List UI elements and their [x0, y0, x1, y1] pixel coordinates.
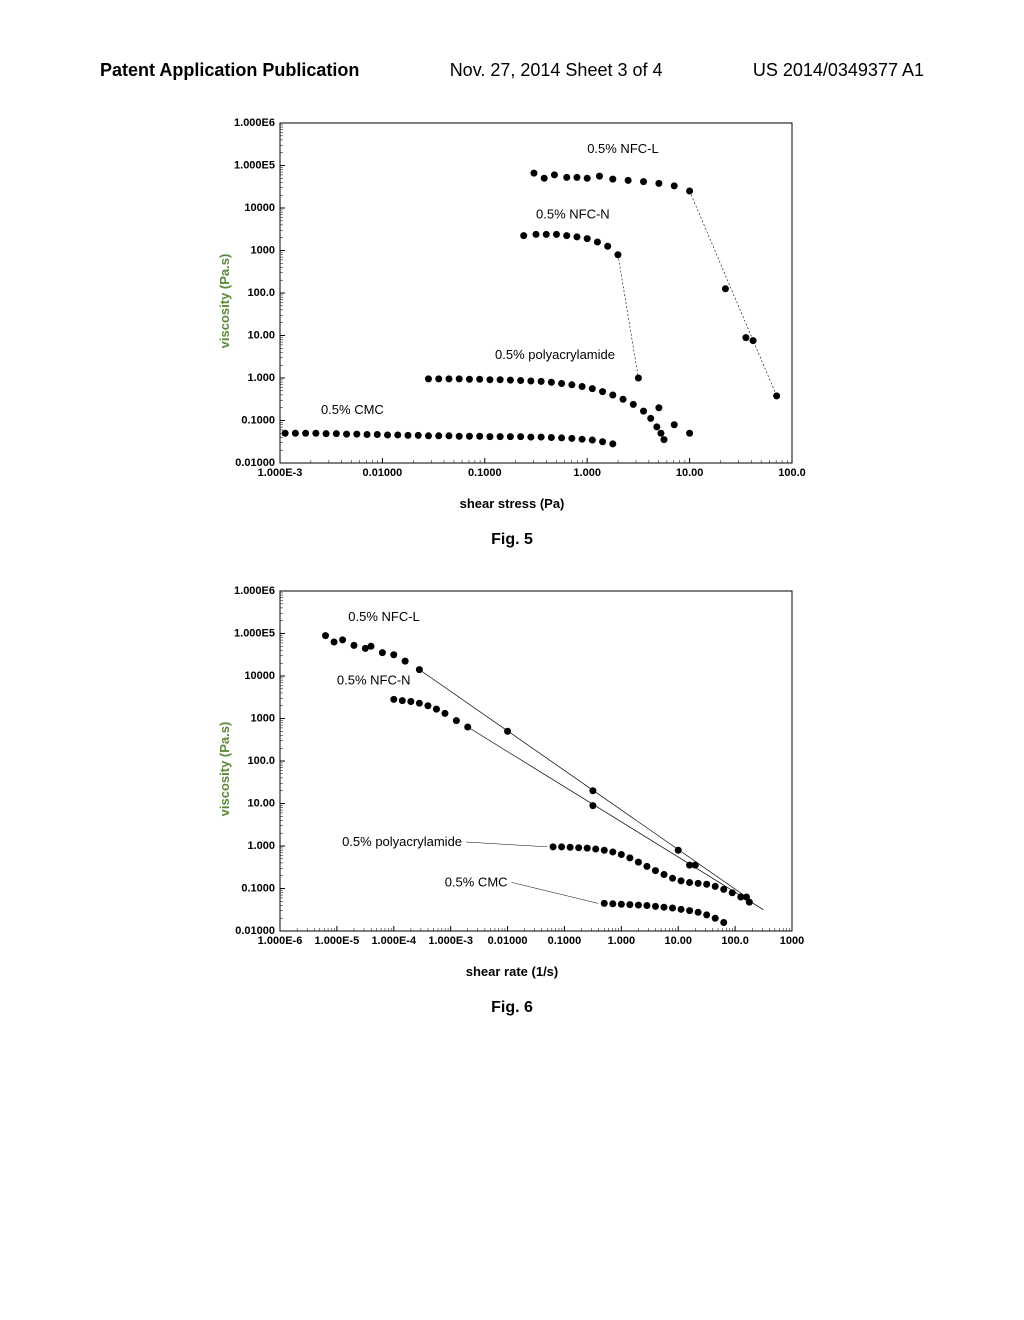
svg-text:100.0: 100.0 [778, 467, 806, 479]
svg-text:1.000E-6: 1.000E-6 [258, 935, 303, 947]
svg-text:10000: 10000 [244, 202, 275, 214]
svg-text:0.1000: 0.1000 [241, 883, 275, 895]
header-left: Patent Application Publication [100, 60, 359, 81]
fig5-xlabel: shear stress (Pa) [0, 496, 1024, 511]
svg-text:1.000E6: 1.000E6 [234, 117, 275, 129]
svg-text:1000: 1000 [251, 245, 275, 257]
svg-text:0.01000: 0.01000 [488, 935, 528, 947]
svg-text:0.5% NFC-L: 0.5% NFC-L [587, 141, 659, 156]
svg-text:0.5% NFC-N: 0.5% NFC-N [536, 207, 610, 222]
chart-fig6: viscosity (Pa.s) 0.01000 0.1000 1.000 10.00… [212, 579, 812, 959]
page-header: Patent Application Publication Nov. 27, … [0, 0, 1024, 81]
fig5-svg: 0.01000 0.1000 1.000 10.00 100.0 1000 10000 1.0… [212, 111, 812, 491]
svg-text:0.5% NFC-N: 0.5% NFC-N [337, 673, 411, 688]
header-right: US 2014/0349377 A1 [753, 60, 924, 81]
header-center: Nov. 27, 2014 Sheet 3 of 4 [450, 60, 663, 81]
svg-text:10.00: 10.00 [676, 467, 704, 479]
svg-text:1.000: 1.000 [608, 935, 636, 947]
fig6-caption: Fig. 6 [0, 999, 1024, 1017]
svg-text:1.000: 1.000 [247, 372, 275, 384]
svg-text:0.1000: 0.1000 [241, 415, 275, 427]
svg-text:10.00: 10.00 [247, 798, 275, 810]
svg-text:1.000: 1.000 [247, 840, 275, 852]
svg-text:100.0: 100.0 [247, 755, 275, 767]
fig5-caption: Fig. 5 [0, 531, 1024, 549]
chart-fig5: viscosity (Pa.s) 0.01000 0.1000 1.000 10.00… [212, 111, 812, 491]
svg-text:1000: 1000 [251, 713, 275, 725]
svg-text:1.000E-4: 1.000E-4 [371, 935, 417, 947]
svg-text:10.00: 10.00 [664, 935, 692, 947]
svg-text:0.5% polyacrylamide: 0.5% polyacrylamide [495, 347, 615, 362]
svg-text:0.01000: 0.01000 [363, 467, 403, 479]
svg-text:0.5% NFC-L: 0.5% NFC-L [348, 609, 420, 624]
svg-text:1000: 1000 [780, 935, 804, 947]
fig6-xlabel: shear rate (1/s) [0, 964, 1024, 979]
svg-text:1.000E-5: 1.000E-5 [315, 935, 360, 947]
svg-text:0.5% CMC: 0.5% CMC [445, 874, 508, 889]
svg-text:0.1000: 0.1000 [468, 467, 502, 479]
svg-text:10000: 10000 [244, 670, 275, 682]
svg-text:10.00: 10.00 [247, 330, 275, 342]
svg-text:0.5% CMC: 0.5% CMC [321, 402, 384, 417]
svg-text:1.000E-3: 1.000E-3 [258, 467, 303, 479]
svg-text:1.000E5: 1.000E5 [234, 160, 275, 172]
fig6-svg: 0.01000 0.1000 1.000 10.00 100.0 1000 10000 1.0… [212, 579, 812, 959]
fig5-ylabel: viscosity (Pa.s) [217, 254, 232, 349]
svg-text:0.5% polyacrylamide: 0.5% polyacrylamide [342, 834, 462, 849]
svg-text:1.000: 1.000 [573, 467, 601, 479]
svg-text:1.000E6: 1.000E6 [234, 585, 275, 597]
svg-text:1.000E5: 1.000E5 [234, 628, 275, 640]
svg-text:0.1000: 0.1000 [548, 935, 582, 947]
svg-text:100.0: 100.0 [721, 935, 749, 947]
svg-text:100.0: 100.0 [247, 287, 275, 299]
fig6-ylabel: viscosity (Pa.s) [217, 722, 232, 817]
svg-text:1.000E-3: 1.000E-3 [428, 935, 473, 947]
